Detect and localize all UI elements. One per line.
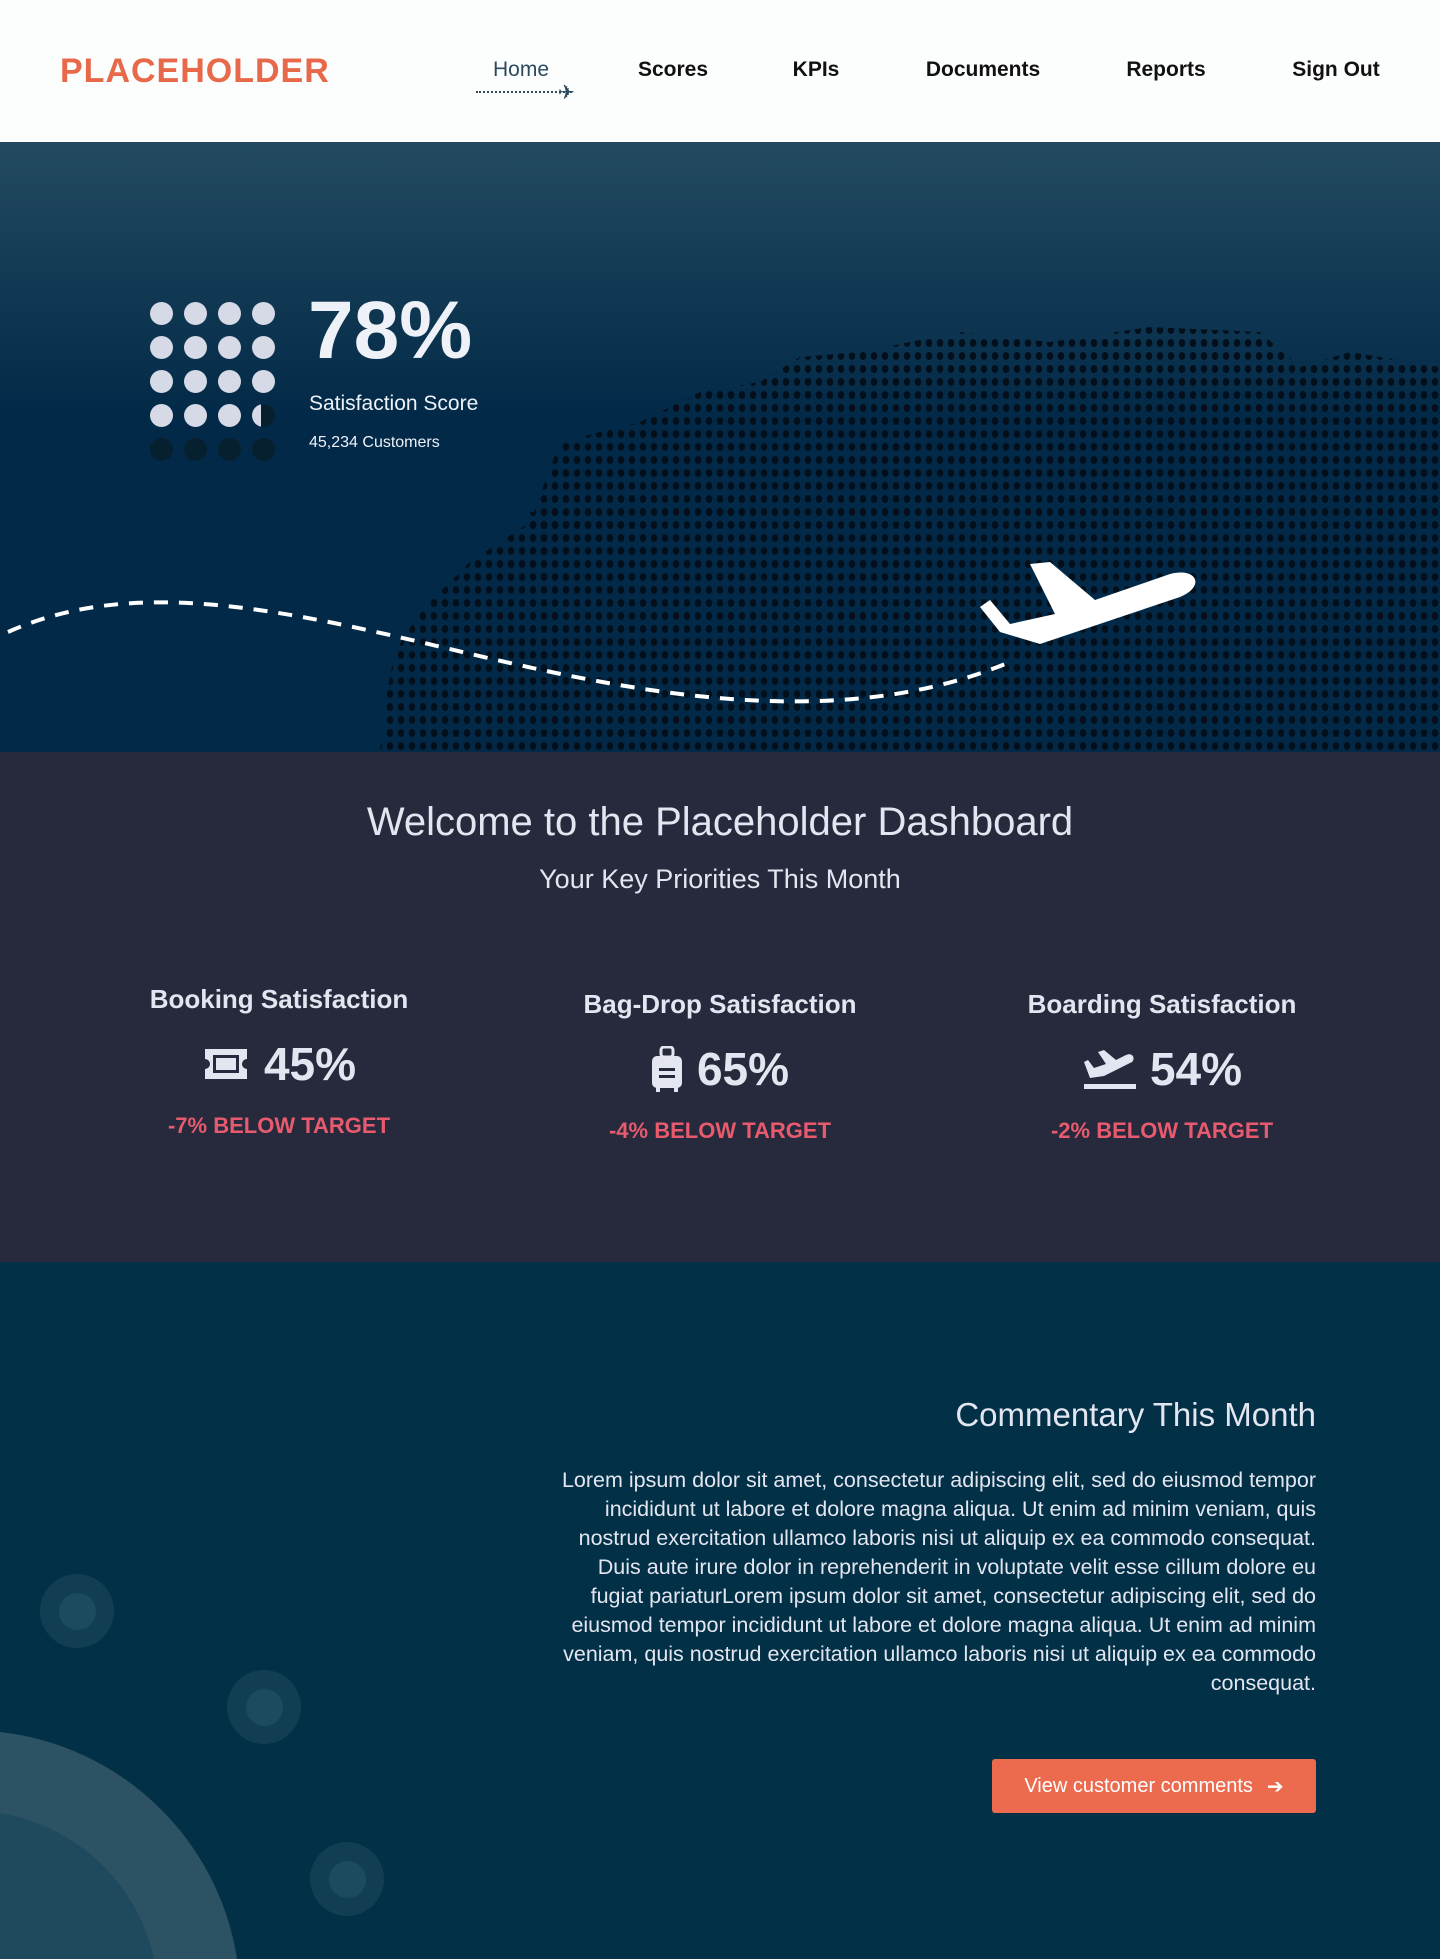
score-dot: [252, 336, 275, 359]
score-dot: [184, 370, 207, 393]
welcome-section: Welcome to the Placeholder Dashboard You…: [0, 752, 1440, 1262]
kpi-bag-drop: Bag-Drop Satisfaction 65% -4% BELOW TARG…: [500, 989, 940, 1144]
kpi-title: Bag-Drop Satisfaction: [583, 989, 857, 1019]
score-dot: [218, 302, 241, 325]
score-dot: [252, 438, 275, 461]
score-dot: [252, 370, 275, 393]
score-dot: [184, 302, 207, 325]
active-nav-indicator: [476, 91, 572, 93]
kpi-delta: -2% BELOW TARGET: [1050, 1118, 1274, 1143]
plane-departure-icon: [1083, 1050, 1136, 1089]
satisfaction-score-value: 78%: [308, 285, 473, 376]
score-dot: [150, 370, 173, 393]
score-dot-grid: [150, 302, 275, 461]
nav-home[interactable]: Home: [492, 58, 550, 81]
score-dot: [218, 370, 241, 393]
nav-sign-out[interactable]: Sign Out: [1292, 58, 1380, 81]
flight-path: [7, 600, 1011, 704]
customer-count: 45,234 Customers: [309, 434, 440, 451]
commentary-section: Commentary This Month Lorem ipsum dolor …: [0, 1262, 1440, 1959]
kpi-value: 45%: [263, 1038, 357, 1090]
nav-documents[interactable]: Documents: [925, 58, 1041, 81]
kpi-value: 65%: [696, 1043, 790, 1095]
satisfaction-score-label: Satisfaction Score: [309, 392, 479, 415]
luggage-icon: [651, 1046, 682, 1092]
score-dot: [150, 336, 173, 359]
hero: 78% Satisfaction Score 45,234 Customers: [0, 142, 1440, 752]
score-dot: [218, 438, 241, 461]
kpi-booking: Booking Satisfaction 45% -7% BELOW TARGE…: [59, 984, 499, 1139]
score-dot: [150, 404, 173, 427]
kpi-delta: -7% BELOW TARGET: [167, 1113, 391, 1138]
arrow-right-icon: ➔: [1266, 1775, 1284, 1798]
ticket-icon: [204, 1049, 247, 1079]
button-label: View customer comments: [1024, 1774, 1253, 1797]
score-dot: [184, 404, 207, 427]
nav-reports[interactable]: Reports: [1126, 58, 1206, 81]
score-dot: [150, 438, 173, 461]
kpi-title: Booking Satisfaction: [149, 984, 409, 1014]
kpi-title: Boarding Satisfaction: [1027, 989, 1297, 1019]
commentary-text: Lorem ipsum dolor sit amet, consectetur …: [561, 1468, 1316, 1695]
score-dot: [252, 404, 275, 427]
score-dot: [252, 302, 275, 325]
welcome-subtitle: Your Key Priorities This Month: [539, 864, 901, 894]
score-dot: [218, 404, 241, 427]
nav-kpis[interactable]: KPIs: [792, 58, 840, 81]
score-dot: [184, 336, 207, 359]
decorative-circle: [310, 1842, 384, 1916]
welcome-title: Welcome to the Placeholder Dashboard: [366, 800, 1074, 844]
kpi-delta: -4% BELOW TARGET: [608, 1118, 832, 1143]
decorative-circle: [40, 1574, 114, 1648]
score-dot: [150, 302, 173, 325]
world-map-dots: [7, 327, 1440, 752]
logo[interactable]: PLACEHOLDER: [60, 52, 330, 90]
kpi-value: 54%: [1149, 1043, 1243, 1095]
decorative-large-circle: [0, 1732, 237, 1959]
decorative-circle: [227, 1670, 301, 1744]
plane-icon: ✈: [558, 82, 575, 104]
nav-scores[interactable]: Scores: [637, 58, 709, 81]
score-dot: [218, 336, 241, 359]
airplane-icon: [980, 562, 1196, 644]
kpi-boarding: Boarding Satisfaction 54% -2% BELOW TARG…: [942, 989, 1382, 1144]
commentary-title: Commentary This Month: [955, 1396, 1316, 1433]
view-customer-comments-button[interactable]: View customer comments ➔: [992, 1759, 1316, 1813]
header: PLACEHOLDER Home Scores KPIs Documents R…: [0, 0, 1440, 142]
score-dot: [184, 438, 207, 461]
